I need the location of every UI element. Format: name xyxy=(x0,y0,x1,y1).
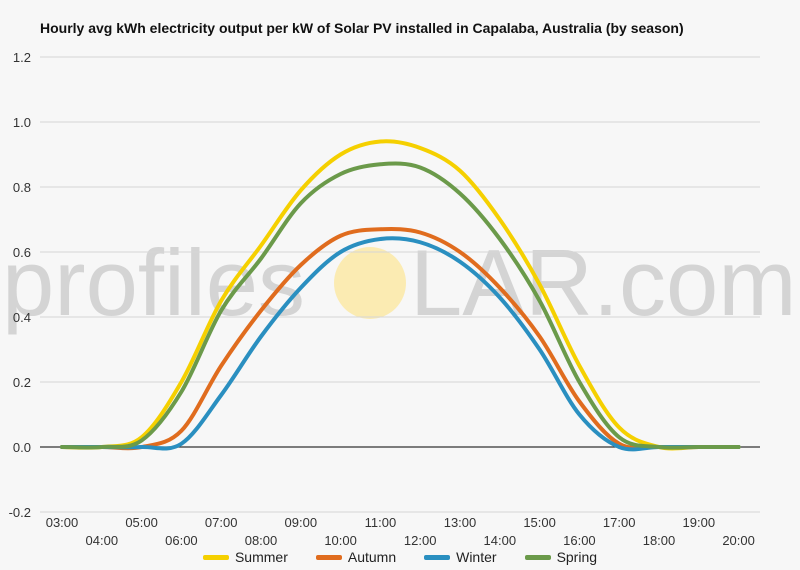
x-tick-label: 14:00 xyxy=(484,533,517,548)
x-tick-label: 05:00 xyxy=(125,515,158,530)
legend-label: Summer xyxy=(234,549,288,565)
x-tick-label: 03:00 xyxy=(46,515,79,530)
legend-item-summer[interactable]: Summer xyxy=(202,549,288,565)
x-tick-label: 18:00 xyxy=(643,533,676,548)
y-tick-label: 0.6 xyxy=(13,245,31,260)
x-tick-label: 10:00 xyxy=(324,533,357,548)
chart-title: Hourly avg kWh electricity output per kW… xyxy=(40,20,684,36)
x-tick-label: 04:00 xyxy=(86,533,119,548)
y-tick-label: -0.2 xyxy=(9,505,31,520)
legend-swatch xyxy=(202,554,229,560)
x-tick-label: 19:00 xyxy=(683,515,716,530)
x-tick-label: 20:00 xyxy=(722,533,755,548)
y-tick-label: 0.2 xyxy=(13,375,31,390)
legend-label: Spring xyxy=(556,549,598,565)
legend: Summer Autumn Winter Spring xyxy=(0,549,800,565)
legend-swatch xyxy=(424,554,451,560)
series-line-summer xyxy=(60,139,741,451)
x-tick-label: 06:00 xyxy=(165,533,198,548)
x-tick-label: 07:00 xyxy=(205,515,238,530)
series-lines xyxy=(60,139,741,452)
watermark-text-right: LAR.com xyxy=(410,230,797,335)
series-line-winter xyxy=(60,236,741,452)
y-tick-label: 0.0 xyxy=(13,440,31,455)
legend-item-spring[interactable]: Spring xyxy=(524,549,598,565)
y-tick-label: 1.2 xyxy=(13,50,31,65)
y-tick-label: 0.4 xyxy=(13,310,31,325)
legend-swatch xyxy=(524,554,551,560)
x-tick-label: 08:00 xyxy=(245,533,278,548)
y-tick-label: 1.0 xyxy=(13,115,31,130)
watermark: profiles LAR.com xyxy=(2,230,797,335)
y-tick-label: 0.8 xyxy=(13,180,31,195)
x-tick-label: 16:00 xyxy=(563,533,596,548)
x-tick-label: 15:00 xyxy=(523,515,556,530)
series-line-spring xyxy=(60,161,741,450)
x-tick-label: 09:00 xyxy=(285,515,318,530)
y-axis-ticks: 1.2 1.0 0.8 0.6 0.4 0.2 0.0 -0.2 xyxy=(9,50,31,520)
x-tick-label: 12:00 xyxy=(404,533,437,548)
grid-lines xyxy=(40,56,760,513)
legend-item-winter[interactable]: Winter xyxy=(424,549,497,565)
legend-item-autumn[interactable]: Autumn xyxy=(315,549,397,565)
x-tick-label: 13:00 xyxy=(444,515,477,530)
x-tick-label: 17:00 xyxy=(603,515,636,530)
x-tick-label: 11:00 xyxy=(365,515,397,530)
legend-label: Winter xyxy=(456,549,497,565)
watermark-sun-icon xyxy=(334,247,406,319)
series-line-autumn xyxy=(60,226,741,451)
x-axis-ticks: 03:00 04:00 05:00 06:00 07:00 08:00 09:00 10:00… xyxy=(46,515,755,548)
legend-label: Autumn xyxy=(347,549,397,565)
legend-swatch xyxy=(315,554,342,560)
